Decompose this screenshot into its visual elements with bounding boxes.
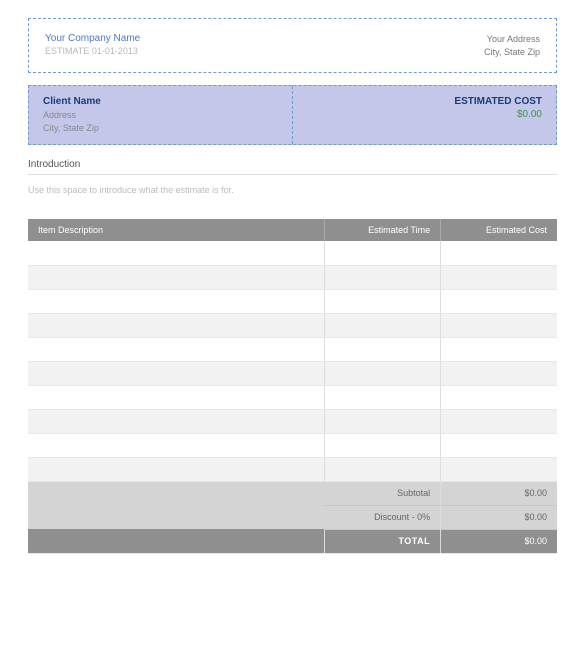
total-value: $0.00 bbox=[441, 529, 557, 553]
estimate-line: ESTIMATE 01-01-2013 bbox=[45, 46, 140, 56]
cell-time[interactable] bbox=[324, 385, 440, 409]
cell-description[interactable] bbox=[28, 433, 324, 457]
total-row: TOTAL $0.00 bbox=[28, 529, 557, 553]
discount-label: Discount - 0% bbox=[324, 505, 440, 529]
cell-description[interactable] bbox=[28, 409, 324, 433]
total-spacer bbox=[28, 529, 324, 553]
cell-time[interactable] bbox=[324, 313, 440, 337]
cell-cost[interactable] bbox=[441, 265, 557, 289]
client-info: Client Name Address City, State Zip bbox=[29, 86, 293, 144]
table-row[interactable] bbox=[28, 361, 557, 385]
cell-time[interactable] bbox=[324, 241, 440, 265]
summary-spacer bbox=[28, 481, 324, 505]
table-row[interactable] bbox=[28, 433, 557, 457]
summary-spacer bbox=[28, 505, 324, 529]
items-header-row: Item Description Estimated Time Estimate… bbox=[28, 219, 557, 241]
cell-description[interactable] bbox=[28, 289, 324, 313]
cell-description[interactable] bbox=[28, 313, 324, 337]
estimate-label: ESTIMATE bbox=[45, 46, 89, 56]
col-estimated-time: Estimated Time bbox=[324, 219, 440, 241]
cell-time[interactable] bbox=[324, 265, 440, 289]
cell-cost[interactable] bbox=[441, 337, 557, 361]
cell-cost[interactable] bbox=[441, 361, 557, 385]
cell-description[interactable] bbox=[28, 241, 324, 265]
col-estimated-cost: Estimated Cost bbox=[441, 219, 557, 241]
cell-cost[interactable] bbox=[441, 241, 557, 265]
intro-placeholder-text[interactable]: Use this space to introduce what the est… bbox=[28, 185, 557, 195]
your-address: Your Address bbox=[484, 33, 540, 46]
table-row[interactable] bbox=[28, 265, 557, 289]
client-box: Client Name Address City, State Zip ESTI… bbox=[28, 85, 557, 145]
client-address: Address bbox=[43, 109, 278, 122]
subtotal-row: Subtotal $0.00 bbox=[28, 481, 557, 505]
items-table: Item Description Estimated Time Estimate… bbox=[28, 219, 557, 554]
table-row[interactable] bbox=[28, 409, 557, 433]
cell-cost[interactable] bbox=[441, 385, 557, 409]
cell-cost[interactable] bbox=[441, 409, 557, 433]
company-address-right: Your Address City, State Zip bbox=[484, 33, 540, 58]
subtotal-label: Subtotal bbox=[324, 481, 440, 505]
estimate-date: 01-01-2013 bbox=[92, 46, 138, 56]
subtotal-value: $0.00 bbox=[441, 481, 557, 505]
cell-time[interactable] bbox=[324, 361, 440, 385]
table-row[interactable] bbox=[28, 385, 557, 409]
discount-value: $0.00 bbox=[441, 505, 557, 529]
table-row[interactable] bbox=[28, 337, 557, 361]
company-info-left: Your Company Name ESTIMATE 01-01-2013 bbox=[45, 33, 140, 56]
cell-description[interactable] bbox=[28, 385, 324, 409]
table-row[interactable] bbox=[28, 313, 557, 337]
cell-time[interactable] bbox=[324, 457, 440, 481]
cell-cost[interactable] bbox=[441, 433, 557, 457]
cell-description[interactable] bbox=[28, 361, 324, 385]
discount-row: Discount - 0% $0.00 bbox=[28, 505, 557, 529]
table-row[interactable] bbox=[28, 289, 557, 313]
cell-description[interactable] bbox=[28, 265, 324, 289]
total-label: TOTAL bbox=[324, 529, 440, 553]
estimated-cost-value: $0.00 bbox=[307, 109, 542, 120]
items-body bbox=[28, 241, 557, 481]
table-row[interactable] bbox=[28, 241, 557, 265]
col-item-description: Item Description bbox=[28, 219, 324, 241]
cell-cost[interactable] bbox=[441, 313, 557, 337]
company-header-box: Your Company Name ESTIMATE 01-01-2013 Yo… bbox=[28, 18, 557, 73]
table-row[interactable] bbox=[28, 457, 557, 481]
cell-time[interactable] bbox=[324, 337, 440, 361]
your-city-state-zip: City, State Zip bbox=[484, 46, 540, 59]
client-city-state-zip: City, State Zip bbox=[43, 122, 278, 135]
cell-time[interactable] bbox=[324, 289, 440, 313]
cell-time[interactable] bbox=[324, 409, 440, 433]
cell-description[interactable] bbox=[28, 457, 324, 481]
cell-cost[interactable] bbox=[441, 289, 557, 313]
estimated-cost-label: ESTIMATED COST bbox=[307, 96, 542, 107]
company-name[interactable]: Your Company Name bbox=[45, 33, 140, 44]
cell-cost[interactable] bbox=[441, 457, 557, 481]
estimated-cost-block: ESTIMATED COST $0.00 bbox=[293, 86, 556, 144]
cell-description[interactable] bbox=[28, 337, 324, 361]
cell-time[interactable] bbox=[324, 433, 440, 457]
client-name[interactable]: Client Name bbox=[43, 96, 278, 107]
intro-heading: Introduction bbox=[28, 159, 557, 175]
